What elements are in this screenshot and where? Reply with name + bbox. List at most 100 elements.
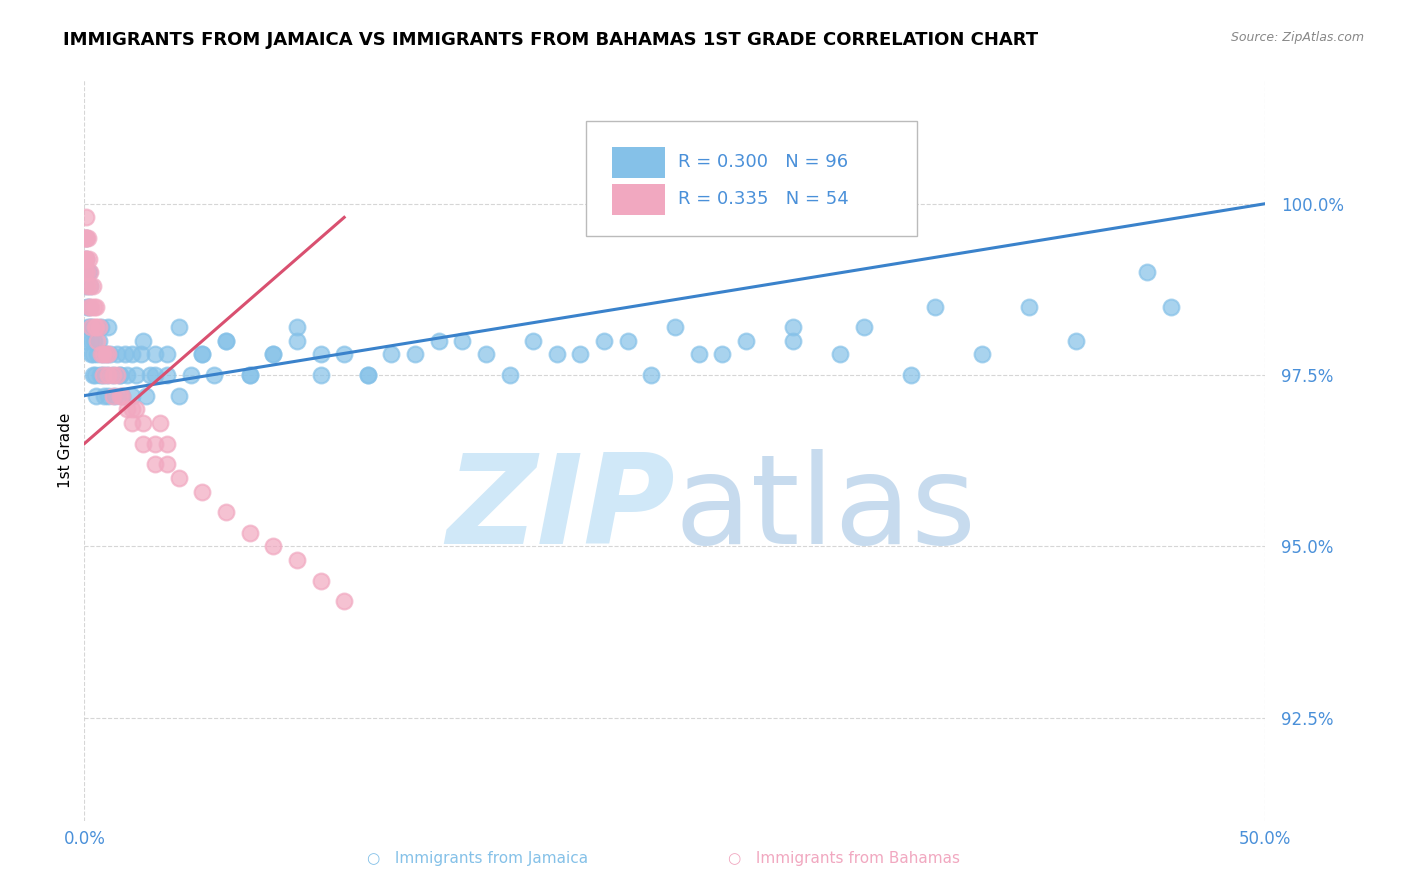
Point: [357, 368, 380, 382]
Point: [852, 320, 875, 334]
Point: [924, 300, 946, 314]
Point: [711, 347, 734, 361]
Point: [1160, 300, 1182, 314]
Point: [156, 347, 179, 361]
Point: [84, 320, 107, 334]
Text: ○   Immigrants from Bahamas: ○ Immigrants from Bahamas: [727, 851, 960, 865]
Point: [87, 334, 110, 348]
Point: [215, 334, 238, 348]
Point: [569, 347, 592, 361]
Point: [156, 457, 179, 471]
Point: [75, 231, 97, 245]
Point: [1066, 334, 1088, 348]
Point: [77, 320, 100, 334]
Point: [79, 279, 101, 293]
Point: [132, 334, 155, 348]
Point: [80, 320, 103, 334]
Point: [108, 368, 131, 382]
Point: [167, 389, 190, 403]
Point: [94, 347, 117, 361]
Point: [498, 368, 520, 382]
Point: [285, 334, 308, 348]
Point: [333, 347, 356, 361]
Point: [79, 265, 101, 279]
Point: [167, 320, 190, 334]
Point: [97, 347, 120, 361]
Point: [262, 347, 284, 361]
Point: [215, 505, 238, 519]
Point: [84, 300, 107, 314]
Point: [76, 300, 98, 314]
Point: [262, 347, 284, 361]
Point: [782, 320, 804, 334]
Point: [75, 252, 97, 266]
Point: [79, 320, 101, 334]
Point: [121, 389, 143, 403]
Point: [180, 368, 202, 382]
Point: [121, 347, 143, 361]
Point: [80, 347, 103, 361]
Point: [77, 300, 100, 314]
Point: [86, 334, 108, 348]
Point: [82, 368, 104, 382]
Point: [75, 231, 97, 245]
Point: [79, 279, 101, 293]
Point: [593, 334, 616, 348]
Point: [91, 347, 114, 361]
Point: [94, 347, 117, 361]
Point: [77, 231, 100, 245]
Point: [91, 368, 114, 382]
Point: [143, 457, 166, 471]
Point: [83, 334, 105, 348]
FancyBboxPatch shape: [586, 121, 917, 235]
Point: [309, 368, 332, 382]
Point: [80, 334, 103, 348]
Point: [191, 347, 214, 361]
Point: [1136, 265, 1159, 279]
Point: [75, 265, 97, 279]
Point: [96, 368, 118, 382]
Point: [107, 368, 129, 382]
Point: [101, 368, 124, 382]
Point: [1018, 300, 1040, 314]
Point: [76, 279, 98, 293]
Point: [475, 347, 498, 361]
Point: [202, 368, 225, 382]
Text: R = 0.335   N = 54: R = 0.335 N = 54: [679, 190, 849, 208]
Point: [80, 320, 103, 334]
Point: [125, 402, 148, 417]
Point: [380, 347, 402, 361]
Point: [89, 368, 111, 382]
Point: [143, 436, 166, 450]
Point: [239, 368, 262, 382]
Point: [262, 540, 284, 554]
Point: [734, 334, 756, 348]
Point: [77, 252, 100, 266]
Point: [86, 347, 108, 361]
Point: [132, 416, 155, 430]
Point: [546, 347, 568, 361]
Point: [404, 347, 426, 361]
Point: [167, 471, 190, 485]
Point: [77, 300, 100, 314]
Point: [90, 320, 112, 334]
Point: [616, 334, 638, 348]
Point: [111, 389, 134, 403]
Text: ZIP: ZIP: [446, 450, 675, 570]
Point: [191, 484, 214, 499]
Point: [156, 436, 179, 450]
Point: [75, 334, 97, 348]
Point: [97, 320, 120, 334]
Point: [143, 347, 166, 361]
Point: [309, 347, 332, 361]
Point: [104, 389, 127, 403]
Point: [427, 334, 450, 348]
Point: [87, 320, 110, 334]
Point: [73, 231, 96, 245]
Point: [143, 368, 166, 382]
Point: [664, 320, 686, 334]
Point: [82, 279, 104, 293]
Point: [82, 347, 104, 361]
Point: [77, 265, 100, 279]
Text: ○   Immigrants from Jamaica: ○ Immigrants from Jamaica: [367, 851, 589, 865]
